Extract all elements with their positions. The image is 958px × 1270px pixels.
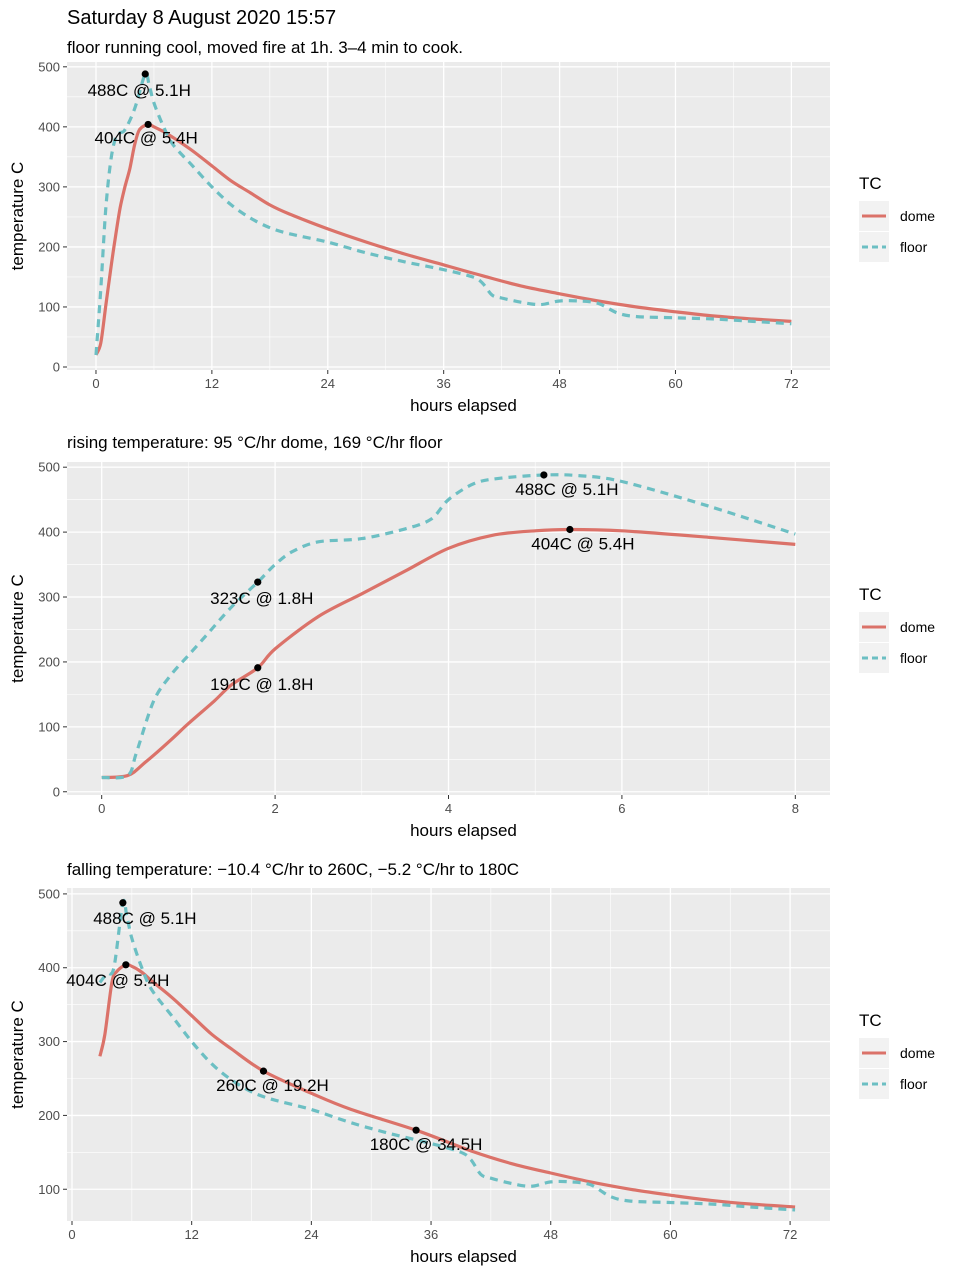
series-line-dome bbox=[101, 527, 796, 780]
chart-overall: floor running cool, moved fire at 1h. 3–… bbox=[8, 38, 935, 415]
x-tick-label: 12 bbox=[184, 1227, 198, 1242]
y-tick-label: 300 bbox=[38, 179, 60, 194]
y-tick-label: 100 bbox=[38, 1182, 60, 1197]
x-tick-label: 0 bbox=[92, 376, 99, 391]
y-tick-label: 400 bbox=[38, 960, 60, 975]
x-tick-label: 72 bbox=[784, 376, 798, 391]
point-label: 488C @ 5.1H bbox=[93, 909, 196, 928]
chart-title: falling temperature: −10.4 °C/hr to 260C… bbox=[67, 860, 519, 879]
chart-rising: rising temperature: 95 °C/hr dome, 169 °… bbox=[8, 433, 935, 840]
point-label: 404C @ 5.4H bbox=[66, 971, 169, 990]
plot-panel bbox=[67, 888, 830, 1221]
series-line-floor bbox=[94, 71, 792, 356]
series-line-floor bbox=[101, 473, 796, 780]
y-tick-label: 300 bbox=[38, 1034, 60, 1049]
x-tick-label: 12 bbox=[205, 376, 219, 391]
plot-panel bbox=[67, 62, 830, 370]
annotated-point bbox=[122, 961, 130, 969]
series-line-dome bbox=[94, 122, 792, 356]
point-label: 488C @ 5.1H bbox=[515, 480, 618, 499]
point-label: 323C @ 1.8H bbox=[210, 589, 313, 608]
y-tick-label: 200 bbox=[38, 239, 60, 254]
y-tick-label: 500 bbox=[38, 460, 60, 475]
legend-label-dome: dome bbox=[900, 619, 935, 635]
chart-title: floor running cool, moved fire at 1h. 3–… bbox=[67, 38, 463, 57]
y-tick-label: 300 bbox=[38, 590, 60, 605]
y-tick-label: 500 bbox=[38, 59, 60, 74]
x-tick-label: 24 bbox=[321, 376, 335, 391]
legend-title: TC bbox=[859, 174, 882, 193]
annotated-point bbox=[254, 664, 262, 672]
legend-title: TC bbox=[859, 585, 882, 604]
x-tick-label: 36 bbox=[436, 376, 450, 391]
annotated-point bbox=[254, 578, 262, 586]
legend-label-floor: floor bbox=[900, 239, 928, 255]
legend-title: TC bbox=[859, 1011, 882, 1030]
annotated-point bbox=[119, 899, 127, 907]
y-tick-label: 100 bbox=[38, 719, 60, 734]
chart-title: rising temperature: 95 °C/hr dome, 169 °… bbox=[67, 433, 443, 452]
y-axis-title: temperature C bbox=[8, 574, 27, 683]
x-axis-title: hours elapsed bbox=[410, 396, 517, 415]
point-label: 404C @ 5.4H bbox=[94, 128, 197, 147]
legend-label-dome: dome bbox=[900, 1045, 935, 1061]
annotated-point bbox=[259, 1067, 268, 1075]
x-tick-label: 48 bbox=[552, 376, 566, 391]
y-tick-label: 400 bbox=[38, 119, 60, 134]
x-tick-label: 8 bbox=[792, 801, 799, 816]
x-tick-label: 60 bbox=[663, 1227, 677, 1242]
point-label: 488C @ 5.1H bbox=[88, 81, 191, 100]
chart-falling: falling temperature: −10.4 °C/hr to 260C… bbox=[8, 860, 935, 1266]
x-axis-title: hours elapsed bbox=[410, 1247, 517, 1266]
point-label: 180C @ 34.5H bbox=[370, 1135, 483, 1154]
point-label: 260C @ 19.2H bbox=[216, 1076, 329, 1095]
y-axis-title: temperature C bbox=[8, 162, 27, 271]
x-tick-label: 6 bbox=[618, 801, 625, 816]
legend-label-floor: floor bbox=[900, 650, 928, 666]
y-tick-label: 100 bbox=[38, 299, 60, 314]
annotated-point bbox=[144, 120, 152, 129]
x-tick-label: 72 bbox=[783, 1227, 797, 1242]
y-tick-label: 400 bbox=[38, 525, 60, 540]
point-label: 191C @ 1.8H bbox=[210, 675, 313, 694]
x-axis-title: hours elapsed bbox=[410, 821, 517, 840]
x-tick-label: 24 bbox=[304, 1227, 318, 1242]
y-tick-label: 0 bbox=[53, 359, 60, 374]
x-tick-label: 48 bbox=[543, 1227, 557, 1242]
x-tick-label: 60 bbox=[668, 376, 682, 391]
x-tick-label: 2 bbox=[271, 801, 278, 816]
y-axis-title: temperature C bbox=[8, 1000, 27, 1109]
page-title: Saturday 8 August 2020 15:57 bbox=[67, 7, 336, 29]
x-tick-label: 4 bbox=[445, 801, 452, 816]
y-tick-label: 200 bbox=[38, 1108, 60, 1123]
x-tick-label: 0 bbox=[68, 1227, 75, 1242]
series-line-floor bbox=[98, 898, 796, 1212]
annotated-point bbox=[566, 525, 574, 534]
legend-label-floor: floor bbox=[900, 1076, 928, 1092]
annotated-point bbox=[540, 471, 548, 479]
point-label: 404C @ 5.4H bbox=[531, 535, 634, 554]
annotated-point bbox=[412, 1126, 420, 1134]
annotated-point bbox=[141, 70, 149, 78]
x-tick-label: 36 bbox=[424, 1227, 438, 1242]
y-tick-label: 500 bbox=[38, 886, 60, 901]
y-tick-label: 0 bbox=[53, 784, 60, 799]
x-tick-label: 0 bbox=[98, 801, 105, 816]
legend-label-dome: dome bbox=[900, 208, 935, 224]
y-tick-label: 200 bbox=[38, 654, 60, 669]
